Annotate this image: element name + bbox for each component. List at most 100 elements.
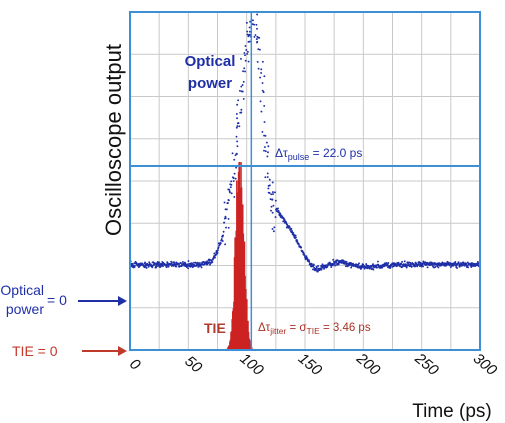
power-point — [151, 266, 154, 269]
power-point — [180, 262, 182, 265]
power-point — [162, 265, 164, 268]
power-point — [242, 80, 245, 83]
power-point — [242, 97, 245, 100]
power-point — [236, 145, 239, 148]
power-point — [200, 266, 203, 269]
power-point — [216, 249, 219, 252]
power-point — [345, 260, 348, 263]
power-point — [352, 262, 355, 265]
power-point — [155, 266, 158, 269]
power-point — [228, 190, 231, 193]
power-point — [248, 34, 251, 36]
power-point — [377, 264, 380, 267]
power-point — [243, 67, 246, 70]
x-tick-label: 50 — [181, 353, 205, 377]
power-point — [274, 199, 277, 202]
power-point — [246, 52, 249, 55]
power-point — [244, 44, 247, 47]
power-point — [310, 262, 313, 265]
power-point — [308, 259, 310, 262]
power-point — [224, 215, 227, 218]
power-point — [232, 177, 235, 180]
power-point — [236, 140, 239, 143]
power-point — [263, 104, 266, 107]
power-point — [271, 181, 274, 184]
power-point — [389, 265, 392, 268]
power-point — [257, 48, 260, 51]
power-point — [170, 260, 173, 263]
power-point — [234, 177, 237, 180]
power-point — [264, 150, 267, 153]
plot-frame — [129, 11, 481, 351]
power-point — [243, 52, 246, 54]
power-point — [320, 268, 323, 271]
x-tick-label: 250 — [411, 349, 442, 379]
x-tick-label: 0 — [126, 355, 144, 374]
power-point — [434, 265, 437, 268]
power-point — [238, 125, 241, 128]
power-point — [181, 260, 184, 263]
power-point — [228, 188, 231, 191]
power-point — [230, 192, 233, 195]
power-point — [249, 20, 252, 23]
baseline-optical-label-line2: power — [6, 301, 44, 317]
baseline-tie-label: TIE = 0 — [12, 343, 58, 359]
power-point — [251, 19, 254, 22]
power-point — [229, 186, 232, 189]
power-point — [225, 208, 228, 211]
power-point — [288, 226, 291, 229]
power-point — [235, 113, 238, 115]
power-point — [216, 251, 219, 254]
power-point — [226, 202, 229, 205]
power-point — [209, 263, 211, 266]
power-point — [261, 89, 264, 92]
power-point — [270, 193, 273, 196]
power-point — [405, 266, 408, 269]
baseline-optical-arrow — [78, 296, 127, 306]
power-point — [246, 30, 249, 33]
power-point — [296, 240, 299, 243]
power-point — [244, 70, 246, 73]
power-point — [227, 226, 230, 229]
power-point — [236, 117, 239, 120]
power-point — [248, 30, 251, 33]
power-point — [231, 152, 234, 155]
power-point — [266, 176, 269, 178]
power-point — [376, 260, 379, 263]
power-point — [167, 265, 170, 268]
power-point — [254, 34, 257, 37]
power-point — [258, 48, 261, 51]
power-point — [366, 267, 369, 269]
power-point — [274, 191, 276, 194]
power-point — [410, 265, 413, 268]
power-point — [247, 60, 250, 63]
power-point — [257, 67, 260, 70]
power-point — [233, 172, 236, 175]
power-point — [350, 266, 353, 269]
power-point — [259, 100, 262, 103]
power-point — [158, 261, 161, 264]
power-point — [387, 262, 390, 264]
pulse-width-annotation: Δτpulse = 22.0 ps — [275, 146, 362, 162]
power-point — [261, 82, 264, 84]
power-point — [272, 204, 275, 207]
power-point — [244, 59, 247, 62]
power-point — [259, 76, 262, 79]
power-point — [148, 261, 151, 264]
power-point — [362, 263, 365, 266]
power-point — [286, 223, 289, 226]
baseline-optical-label-line1: Optical — [0, 282, 44, 298]
x-tick-label: 200 — [352, 349, 383, 379]
tie-annotation: TIE — [204, 320, 226, 336]
power-point — [244, 54, 246, 57]
power-point — [219, 242, 222, 245]
power-point — [403, 260, 406, 263]
power-point — [258, 36, 261, 39]
power-point — [456, 267, 458, 269]
power-point — [246, 50, 249, 53]
power-point — [198, 261, 201, 264]
power-point — [253, 35, 256, 38]
power-point — [211, 261, 214, 264]
x-tick-label: 100 — [237, 350, 268, 380]
power-point — [273, 226, 276, 229]
